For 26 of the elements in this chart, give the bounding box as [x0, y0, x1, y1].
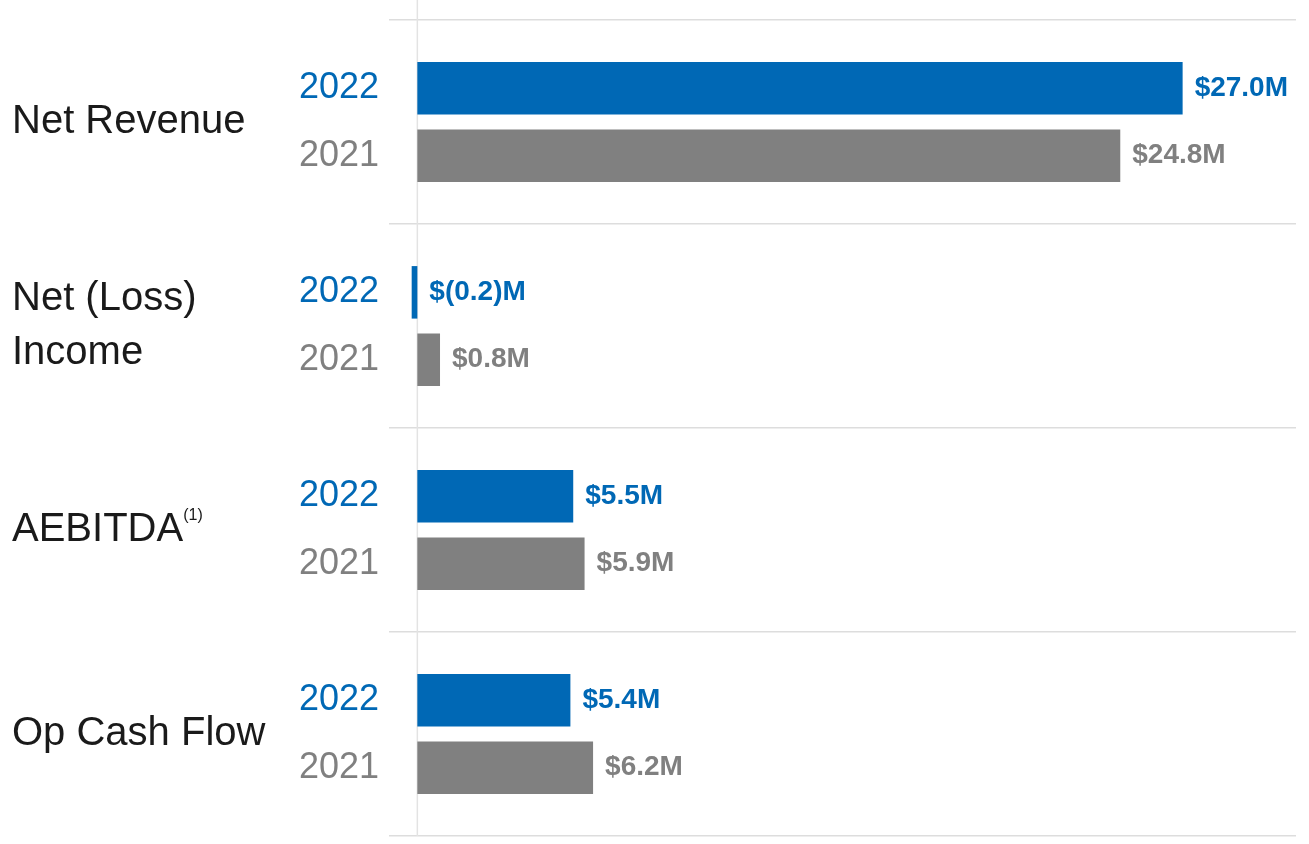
bar	[417, 470, 574, 523]
series-label: 2021	[298, 132, 379, 174]
bar	[417, 333, 441, 386]
text: 2021	[298, 744, 379, 786]
text: 2021	[298, 540, 379, 582]
data-label: $27.0M	[1194, 71, 1289, 103]
series-label: 2022	[298, 269, 379, 311]
bar	[417, 741, 594, 794]
text: 2022	[298, 65, 379, 107]
data-label: $5.5M	[585, 479, 664, 511]
data-label: $24.8M	[1132, 138, 1226, 170]
data-label: $5.9M	[596, 546, 675, 578]
bar	[417, 129, 1121, 182]
y-tick-label: Net Revenue	[12, 97, 246, 142]
data-label: $(0.2)M	[429, 275, 526, 307]
bar	[417, 674, 571, 727]
data-label: $6.2M	[605, 750, 683, 782]
data-label: $0.8M	[452, 342, 530, 374]
text: 2022	[298, 473, 379, 515]
y-tick-label: Net (Loss) Income	[12, 274, 197, 373]
bar	[417, 62, 1183, 115]
text: 2021	[298, 336, 379, 378]
data-label: $5.4M	[582, 683, 661, 715]
text: 2022	[298, 677, 379, 719]
y-tick-label: Op Cash Flow	[12, 709, 266, 754]
bar	[417, 537, 585, 590]
